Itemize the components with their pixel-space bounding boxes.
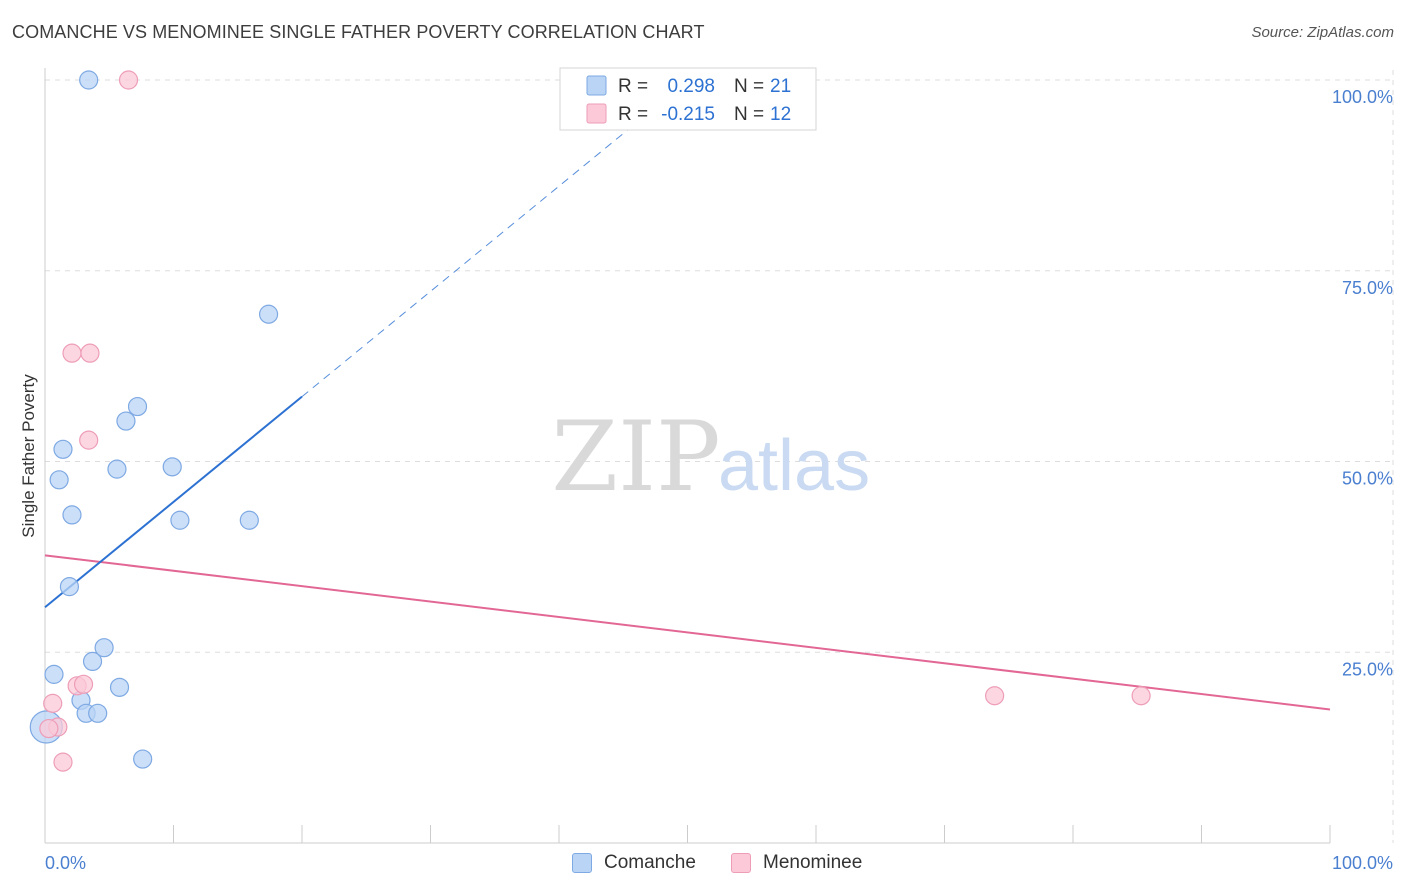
point-comanche [258, 304, 279, 324]
legend-item-comanche[interactable]: Comanche [572, 852, 696, 874]
tick-labels: 25.0% 50.0% 75.0% 100.0% 0.0% 100.0% [45, 87, 1393, 873]
y-tick-label: 75.0% [1342, 278, 1393, 298]
watermark: ZIP atlas [551, 401, 870, 513]
watermark-atlas: atlas [718, 426, 870, 506]
point-comanche [127, 396, 148, 417]
point-menominee [1131, 686, 1151, 706]
point-comanche [79, 70, 99, 90]
legend-item-menominee[interactable]: Menominee [731, 852, 862, 874]
point-comanche [239, 510, 259, 530]
legend-top: R = 0.298 N = 21 R = -0.215 N = 12 [559, 67, 817, 131]
point-comanche [59, 577, 80, 597]
watermark-zip: ZIP [551, 401, 720, 513]
point-comanche [94, 638, 114, 658]
point-comanche [53, 439, 73, 459]
legend-label-comanche: Comanche [604, 852, 696, 873]
point-menominee [62, 343, 82, 363]
legend-r-value-menominee: -0.215 [661, 104, 715, 125]
point-comanche [170, 510, 190, 530]
point-comanche [44, 664, 64, 684]
legend-swatch-comanche-bottom [572, 853, 592, 873]
point-menominee [43, 693, 63, 713]
legend-n-label-menominee: N = [734, 104, 764, 125]
legend-n-label-comanche: N = [734, 76, 764, 97]
point-comanche [49, 470, 69, 490]
point-menominee [118, 70, 139, 90]
legend-n-value-menominee: 12 [770, 104, 791, 125]
legend-swatch-menominee-bottom [731, 853, 751, 873]
chart-title: COMANCHE VS MENOMINEE SINGLE FATHER POVE… [12, 22, 705, 42]
point-comanche [88, 703, 108, 723]
trend-line-comanche-extension [301, 91, 675, 398]
point-comanche [116, 411, 136, 431]
point-menominee [39, 718, 59, 739]
legend-r-label-menominee: R = [618, 104, 648, 125]
point-menominee [985, 686, 1005, 706]
y-axis-label: Single Father Poverty [19, 374, 38, 538]
point-menominee [80, 343, 100, 363]
point-menominee [79, 430, 99, 450]
point-comanche [109, 677, 130, 697]
legend-label-menominee: Menominee [763, 852, 863, 873]
point-comanche [162, 457, 182, 477]
legend-swatch-comanche [586, 75, 607, 96]
legend-r-value-comanche: 0.298 [667, 76, 715, 97]
point-comanche [62, 505, 82, 525]
y-tick-label: 25.0% [1342, 659, 1393, 679]
y-tick-label: 50.0% [1342, 469, 1393, 489]
trend-line-menominee [44, 554, 1331, 711]
grid-lines [45, 70, 1395, 843]
trend-line-comanche [44, 395, 303, 609]
legend-n-value-comanche: 21 [770, 76, 791, 97]
source-label: Source: ZipAtlas.com [1251, 24, 1394, 41]
point-comanche [82, 651, 103, 672]
data-points [29, 70, 1151, 772]
point-menominee [53, 752, 73, 772]
x-tick-label-min: 0.0% [45, 853, 86, 873]
trend-lines [44, 91, 1331, 711]
point-comanche [133, 749, 153, 769]
legend-swatch-menominee [586, 103, 607, 124]
point-comanche [107, 459, 127, 479]
legend-bottom: Comanche Menominee [0, 852, 1406, 878]
legend-r-label-comanche: R = [618, 76, 648, 97]
point-menominee [73, 674, 94, 694]
x-tick-label-max: 100.0% [1332, 853, 1393, 873]
y-tick-label: 100.0% [1332, 87, 1393, 107]
